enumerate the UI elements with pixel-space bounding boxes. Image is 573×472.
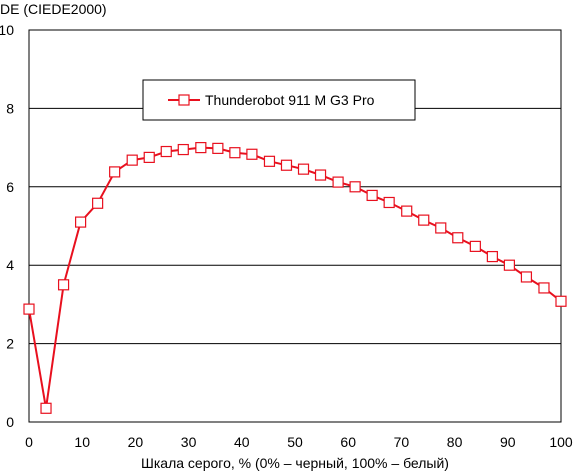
data-point bbox=[160, 145, 172, 158]
data-point bbox=[263, 155, 276, 167]
grid bbox=[29, 107, 561, 345]
series-layer bbox=[23, 142, 567, 414]
data-point bbox=[195, 142, 207, 154]
legend-label: Thunderobot 911 M G3 Pro bbox=[205, 92, 375, 108]
data-point bbox=[435, 222, 447, 234]
data-point bbox=[349, 181, 361, 193]
data-point bbox=[469, 240, 481, 252]
x-axis-title: Шкала серого, % (0% – черный, 100% – бел… bbox=[141, 455, 449, 471]
x-tick-label: 80 bbox=[447, 434, 463, 450]
legend: Thunderobot 911 M G3 Pro bbox=[142, 79, 416, 121]
data-point bbox=[314, 169, 327, 181]
data-point bbox=[366, 189, 378, 202]
series bbox=[23, 142, 567, 414]
y-axis-title: DE (CIEDE2000) bbox=[0, 1, 107, 17]
data-point bbox=[57, 279, 70, 291]
data-point bbox=[177, 143, 189, 156]
data-point bbox=[520, 271, 533, 283]
data-point bbox=[555, 295, 567, 307]
data-point bbox=[503, 259, 515, 271]
y-tick-label: 4 bbox=[6, 257, 14, 273]
y-tick-labels: 0 2 4 6 8 10 bbox=[0, 22, 14, 430]
x-tick-label: 0 bbox=[25, 434, 33, 450]
x-tick-label: 100 bbox=[549, 434, 573, 450]
x-tick-label: 30 bbox=[181, 434, 197, 450]
x-tick-label: 70 bbox=[394, 434, 410, 450]
legend-marker bbox=[178, 94, 190, 106]
data-point bbox=[229, 147, 241, 159]
x-tick-label: 60 bbox=[340, 434, 356, 450]
x-tick-label: 40 bbox=[234, 434, 250, 450]
data-point bbox=[40, 402, 52, 414]
data-point bbox=[401, 205, 413, 217]
data-point bbox=[126, 154, 138, 166]
data-point bbox=[452, 232, 464, 244]
data-point bbox=[92, 197, 104, 209]
data-point bbox=[418, 214, 430, 226]
data-point bbox=[538, 282, 550, 294]
x-tick-label: 50 bbox=[287, 434, 303, 450]
x-tick-label: 10 bbox=[74, 434, 90, 450]
data-point bbox=[212, 142, 224, 154]
data-point bbox=[383, 196, 395, 209]
data-point bbox=[297, 163, 310, 175]
x-tick-label: 90 bbox=[500, 434, 516, 450]
data-point bbox=[143, 151, 155, 163]
plot-area bbox=[28, 29, 562, 423]
data-point bbox=[332, 176, 344, 188]
y-tick-label: 8 bbox=[6, 100, 14, 116]
y-tick-label: 0 bbox=[6, 414, 14, 430]
data-point bbox=[486, 250, 498, 263]
data-point bbox=[75, 216, 87, 228]
x-tick-labels: 0 10 20 30 40 50 60 70 80 90 100 bbox=[25, 434, 573, 450]
x-tick-label: 20 bbox=[128, 434, 144, 450]
data-point bbox=[109, 166, 121, 178]
y-tick-label: 2 bbox=[6, 336, 14, 352]
data-point bbox=[23, 303, 35, 315]
y-tick-label: 6 bbox=[6, 179, 14, 195]
y-tick-label: 10 bbox=[0, 22, 14, 38]
data-point bbox=[246, 148, 258, 160]
data-point bbox=[280, 159, 293, 171]
